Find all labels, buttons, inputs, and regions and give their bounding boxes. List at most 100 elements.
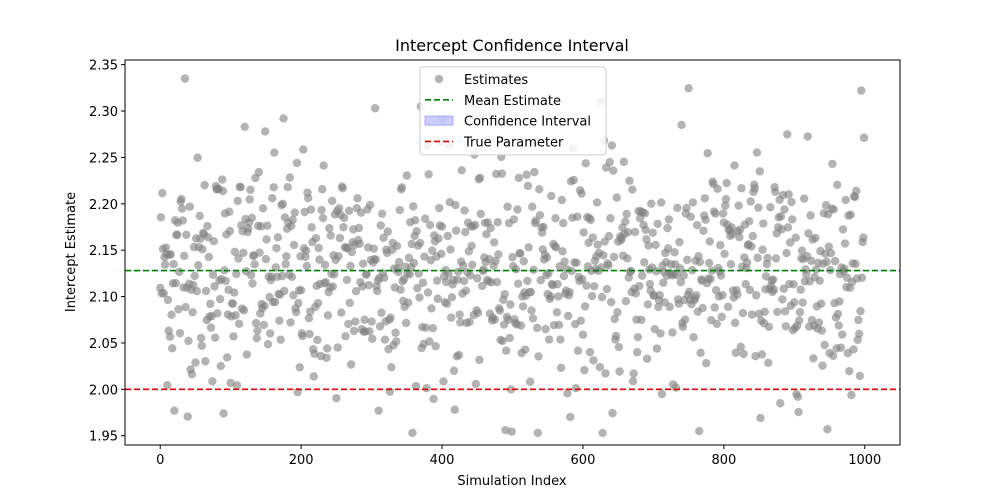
estimate-point <box>380 335 390 344</box>
estimate-point <box>495 306 505 315</box>
estimate-point <box>401 318 411 328</box>
estimate-point <box>427 304 436 313</box>
estimate-point <box>665 302 674 312</box>
estimate-point <box>656 198 666 207</box>
estimate-point <box>395 205 404 215</box>
estimate-point <box>373 286 382 296</box>
estimate-point <box>593 240 602 249</box>
estimate-point <box>203 221 212 231</box>
estimate-point <box>449 366 459 375</box>
estimate-point <box>263 221 272 230</box>
estimate-point <box>589 356 598 365</box>
estimate-point <box>854 315 863 325</box>
estimate-point <box>453 275 462 284</box>
estimate-point <box>408 428 417 438</box>
estimate-point <box>189 280 198 290</box>
estimate-point <box>507 427 516 436</box>
estimate-point <box>250 260 259 269</box>
estimate-point <box>317 205 326 215</box>
estimate-point <box>455 310 464 319</box>
estimate-point <box>356 208 366 217</box>
estimate-point <box>290 208 299 217</box>
estimate-point <box>368 334 377 343</box>
estimate-point <box>628 377 638 386</box>
estimate-point <box>377 308 386 317</box>
estimate-point <box>193 153 202 162</box>
x-tick-label: 600 <box>571 453 596 468</box>
legend-label: Confidence Interval <box>464 115 591 130</box>
estimate-point <box>289 240 299 250</box>
estimate-point <box>506 385 516 394</box>
estimate-point <box>711 209 720 218</box>
estimate-point <box>516 321 526 330</box>
estimate-point <box>838 330 847 339</box>
estimate-point <box>424 170 433 179</box>
estimate-point <box>225 226 235 236</box>
estimate-point <box>275 316 284 325</box>
estimate-point <box>491 256 500 266</box>
estimate-point <box>201 286 211 296</box>
estimate-point <box>576 316 586 325</box>
estimate-point <box>608 408 617 418</box>
x-tick-label: 400 <box>430 453 455 468</box>
estimate-point <box>815 276 824 285</box>
estimate-point <box>532 323 542 333</box>
estimate-point <box>565 287 574 297</box>
estimate-point <box>365 327 374 336</box>
estimate-point <box>349 326 359 336</box>
estimate-point <box>305 329 314 339</box>
estimate-point <box>604 231 614 241</box>
estimate-point <box>178 216 187 225</box>
estimate-point <box>706 274 715 284</box>
estimate-point <box>222 353 232 362</box>
estimate-point <box>354 223 364 233</box>
estimate-point <box>180 74 190 83</box>
estimate-point <box>253 326 262 335</box>
estimate-point <box>790 298 799 307</box>
estimate-point <box>183 412 192 421</box>
estimate-point <box>302 261 311 271</box>
estimate-point <box>556 363 566 373</box>
estimate-point <box>592 198 602 207</box>
estimate-point <box>228 299 237 308</box>
estimate-point <box>344 319 353 329</box>
estimate-point <box>783 130 792 139</box>
estimate-point <box>188 308 197 317</box>
estimate-point <box>255 248 264 257</box>
estimate-point <box>630 227 640 237</box>
estimate-point <box>784 190 793 199</box>
estimate-point <box>167 310 176 319</box>
estimate-point <box>231 311 240 320</box>
estimate-point <box>625 176 634 185</box>
estimate-point <box>454 350 464 360</box>
estimate-point <box>187 370 197 379</box>
estimate-point <box>485 254 494 264</box>
estimate-point <box>637 271 647 280</box>
estimate-point <box>605 157 614 167</box>
estimate-point <box>195 211 204 221</box>
estimate-point <box>380 273 389 282</box>
estimate-point <box>679 271 688 280</box>
estimate-point <box>546 292 555 301</box>
estimate-point <box>559 218 568 228</box>
estimate-point <box>451 200 460 210</box>
estimate-point <box>766 203 775 212</box>
estimate-point <box>492 277 502 287</box>
estimate-point <box>664 244 673 253</box>
estimate-point <box>751 352 760 361</box>
estimate-point <box>174 305 183 314</box>
estimate-point <box>334 204 344 213</box>
estimate-point <box>273 233 283 242</box>
estimate-point <box>840 264 849 273</box>
estimate-point <box>829 205 838 214</box>
estimate-point <box>542 253 552 262</box>
estimate-point <box>621 217 630 226</box>
estimate-point <box>168 344 177 353</box>
estimate-point <box>160 260 170 269</box>
estimate-point <box>806 211 815 220</box>
estimate-point <box>458 261 468 270</box>
estimate-point <box>750 184 760 193</box>
y-tick-label: 1.95 <box>89 430 118 445</box>
estimate-point <box>292 158 302 168</box>
estimate-point <box>339 222 348 232</box>
